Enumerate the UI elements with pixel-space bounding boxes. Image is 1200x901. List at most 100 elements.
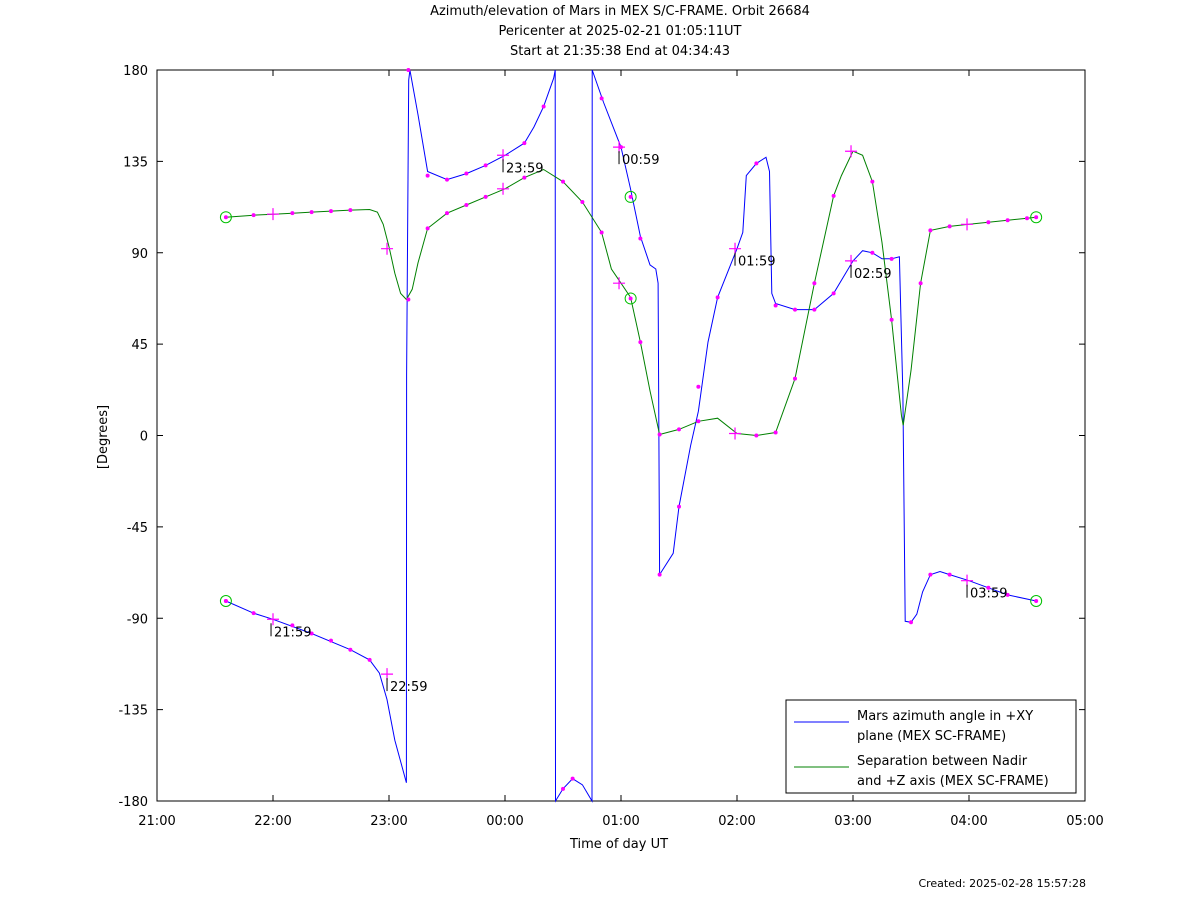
event-circle: [624, 292, 637, 305]
y-axis-title: [Degrees]: [96, 405, 111, 469]
x-tick-label: 22:00: [254, 814, 291, 829]
data-point: [348, 647, 353, 652]
chart-title-line-3: Start at 21:35:38 End at 04:34:43: [509, 44, 731, 59]
data-point: [425, 173, 430, 178]
data-point: [599, 230, 604, 235]
data-point: [986, 585, 991, 590]
data-point: [580, 199, 585, 204]
hour-marker: [729, 427, 742, 440]
data-point: [657, 572, 662, 577]
data-point: [793, 307, 797, 312]
y-tick-label: 45: [131, 338, 148, 353]
event-circle-center: [628, 194, 633, 199]
chart-title-line-2: Pericenter at 2025-02-21 01:05:11UT: [498, 24, 742, 39]
data-point: [715, 295, 720, 300]
data-point: [1025, 216, 1029, 221]
hour-label: 02:59: [854, 267, 891, 282]
event-circle: [624, 190, 637, 203]
hour-label: 03:59: [970, 587, 1007, 602]
label-layer: 21:00 22:00 23:00 00:00 01:00 02:00 03:00 04:00…: [118, 64, 1103, 829]
x-tick-label: 00:00: [486, 814, 523, 829]
data-point: [831, 291, 836, 296]
event-circle-center: [223, 598, 228, 603]
data-point: [348, 208, 353, 213]
data-point: [754, 433, 759, 438]
hour-marker: [845, 145, 858, 158]
data-point: [251, 213, 256, 218]
data-point: [928, 228, 933, 233]
event-circle: [1030, 594, 1043, 607]
data-point: [309, 631, 314, 636]
data-point: [561, 179, 565, 184]
chart-title-line-1: Azimuth/elevation of Mars in MEX S/C-FRA…: [430, 4, 810, 19]
data-point: [909, 620, 913, 625]
data-point: [290, 211, 295, 216]
data-point: [657, 432, 662, 437]
x-axis-title: Time of day UT: [569, 837, 668, 852]
data-point: [483, 194, 488, 199]
hour-label: 22:59: [390, 680, 427, 695]
data-point: [677, 427, 681, 432]
data-point: [773, 303, 778, 308]
data-point: [696, 384, 701, 389]
event-circle: [219, 211, 232, 224]
axis-ticks: [156, 69, 1086, 802]
x-tick-label: 02:00: [718, 814, 755, 829]
data-point: [464, 203, 469, 208]
data-point: [793, 376, 797, 381]
hour-marker: [381, 242, 394, 255]
marker-layer: [219, 68, 1043, 791]
x-tick-label: 01:00: [602, 814, 639, 829]
series-line-azimuth: [225, 69, 1037, 803]
hour-label: 00:59: [622, 153, 659, 168]
hour-marker: [845, 254, 858, 267]
y-tick-label: -90: [127, 612, 148, 627]
data-point: [638, 236, 643, 241]
data-point: [406, 297, 411, 302]
data-point: [831, 193, 836, 198]
data-point: [445, 211, 449, 216]
data-point: [870, 250, 875, 255]
y-tick-label: -135: [118, 704, 148, 719]
legend: Mars azimuth angle in +XY plane (MEX SC-…: [785, 699, 1077, 794]
data-point: [329, 638, 333, 643]
legend-label-separation-line-2: and +Z axis (MEX SC-FRAME): [857, 774, 1049, 789]
data-point: [1005, 218, 1010, 223]
data-point: [947, 572, 952, 577]
data-point: [309, 210, 314, 215]
event-circle-center: [1034, 598, 1039, 603]
hour-label: 01:59: [738, 255, 775, 270]
hour-marker: [381, 668, 394, 681]
data-point: [522, 141, 527, 146]
data-point: [696, 419, 701, 424]
legend-label-azimuth-line-1: Mars azimuth angle in +XY: [857, 709, 1033, 724]
data-point: [251, 611, 256, 616]
data-point: [677, 504, 681, 509]
y-tick-label: 90: [131, 247, 148, 262]
event-circle-center: [1034, 215, 1039, 220]
data-point: [570, 776, 575, 781]
data-point: [986, 220, 991, 225]
data-point: [483, 163, 488, 168]
data-point: [290, 623, 295, 628]
event-circle-center: [223, 215, 228, 220]
data-point: [773, 430, 778, 435]
legend-label-separation-line-1: Separation between Nadir: [857, 754, 1028, 769]
data-point: [928, 572, 933, 577]
y-tick-label: -180: [118, 795, 148, 810]
y-tick-label: 180: [123, 64, 148, 79]
data-point: [638, 340, 643, 345]
data-point: [561, 786, 565, 791]
y-tick-label: 135: [123, 155, 148, 170]
plot-frame: [156, 69, 1086, 802]
data-point: [406, 68, 411, 72]
data-point: [754, 161, 759, 166]
hour-marker: [497, 182, 510, 195]
event-circle-center: [628, 296, 633, 301]
data-point: [870, 179, 875, 184]
y-tick-label: 0: [140, 430, 148, 445]
data-point: [464, 171, 469, 176]
legend-label-azimuth-line-2: plane (MEX SC-FRAME): [857, 729, 1006, 744]
series-layer: [225, 69, 1037, 803]
y-tick-label: -45: [127, 521, 148, 536]
